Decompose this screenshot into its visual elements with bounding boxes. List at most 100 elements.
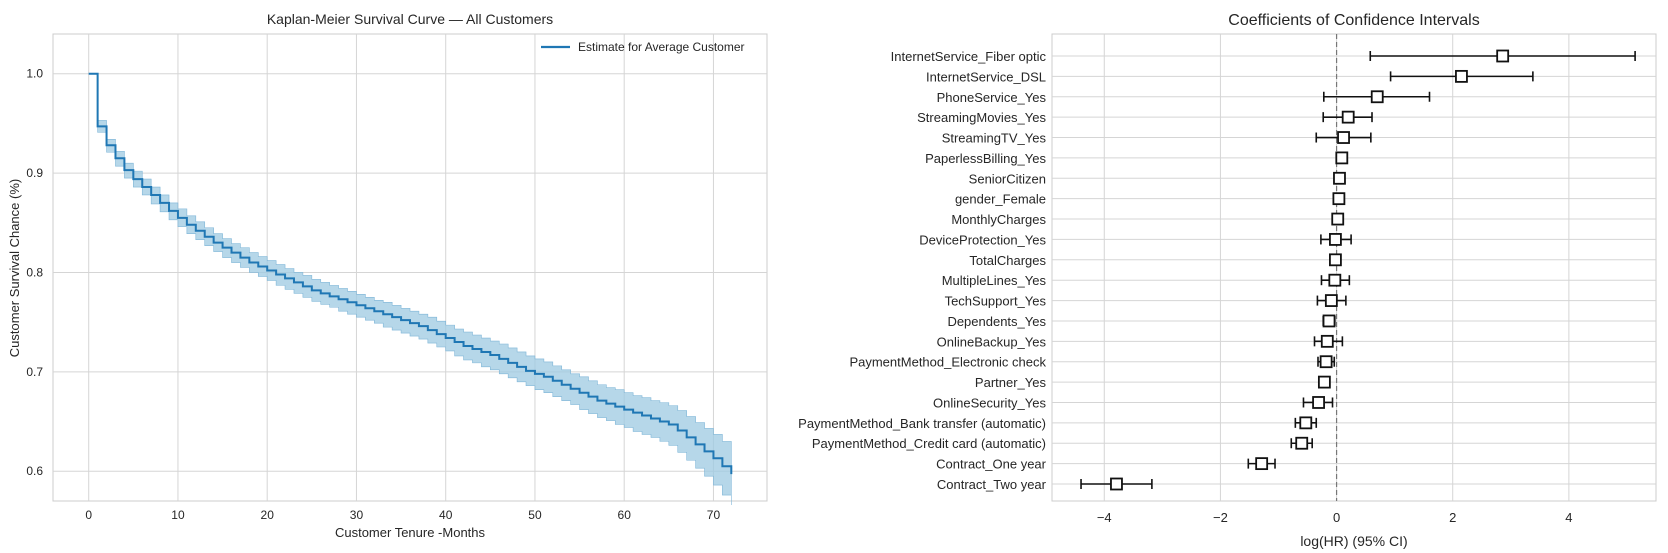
- km-x-tick-label: 40: [439, 508, 453, 522]
- coef-category-label: Partner_Yes: [975, 375, 1047, 390]
- coef-point-marker: [1312, 396, 1325, 409]
- coef-point-marker: [1496, 49, 1510, 63]
- coef-point-marker: [1319, 355, 1333, 369]
- coef-category-label: MonthlyCharges: [951, 212, 1046, 227]
- km-y-tick-label: 0.6: [26, 464, 43, 478]
- coef-category-label: DeviceProtection_Yes: [919, 232, 1046, 247]
- coef-x-tick-label: −4: [1097, 510, 1112, 525]
- coef-category-label: TotalCharges: [969, 253, 1046, 268]
- coef-point-marker: [1370, 90, 1384, 104]
- coef-category-label: PaymentMethod_Electronic check: [849, 355, 1046, 370]
- coef-category-label: Dependents_Yes: [947, 314, 1046, 329]
- coef-point-marker: [1329, 253, 1342, 267]
- coef-category-label: StreamingMovies_Yes: [917, 110, 1046, 125]
- coef-interval-row: [1317, 375, 1331, 389]
- coef-point-marker: [1322, 314, 1336, 328]
- coef-category-label: Contract_Two year: [937, 477, 1047, 492]
- coef-category-label: InternetService_DSL: [926, 69, 1046, 84]
- coef-interval-row: [1389, 69, 1534, 83]
- coef-interval-row: [1316, 294, 1347, 307]
- km-x-tick-label: 0: [85, 508, 92, 522]
- km-survival-step-line: [88, 72, 733, 475]
- coef-category-label: PaperlessBilling_Yes: [925, 151, 1046, 166]
- km-confidence-band: [88, 73, 732, 505]
- coef-category-label: PhoneService_Yes: [937, 90, 1047, 105]
- coef-point-marker: [1110, 477, 1123, 491]
- km-x-tick-label: 70: [707, 508, 721, 522]
- km-x-axis-label: Customer Tenure -Months: [335, 525, 486, 540]
- coef-interval-row: [1333, 171, 1346, 185]
- coef-x-tick-label: −2: [1213, 510, 1228, 525]
- coef-interval-row: [1322, 314, 1336, 328]
- coef-plot-area: [1051, 33, 1657, 502]
- km-x-tick-label: 60: [618, 508, 632, 522]
- km-x-tick-label: 10: [171, 508, 185, 522]
- km-legend-label: Estimate for Average Customer: [578, 40, 745, 54]
- coef-x-tick-label: 2: [1449, 510, 1456, 525]
- coef-gridlines: [1052, 34, 1656, 501]
- coef-interval-row: [1323, 90, 1431, 104]
- coef-interval-row: [1322, 110, 1373, 124]
- coef-point-marker: [1320, 334, 1334, 348]
- km-x-tick-label: 30: [350, 508, 364, 522]
- coef-point-marker: [1329, 233, 1342, 246]
- coef-interval-row: [1369, 49, 1636, 63]
- coef-category-label: MultipleLines_Yes: [942, 273, 1047, 288]
- km-x-tick-label: 20: [261, 508, 275, 522]
- coef-interval-row: [1247, 457, 1276, 471]
- coef-point-marker: [1331, 212, 1345, 226]
- coef-point-marker: [1455, 69, 1468, 83]
- coef-interval-row: [1294, 416, 1318, 430]
- coef-x-ticks: −4 −2 0 2 4: [1097, 510, 1573, 525]
- coef-chart-title: Coefficients of Confidence Intervals: [1228, 12, 1479, 29]
- coef-category-label: OnlineBackup_Yes: [937, 334, 1047, 349]
- km-y-axis-label: Customer Survival Chance (%): [7, 179, 22, 357]
- coef-point-marker: [1332, 192, 1346, 206]
- coef-point-marker: [1341, 110, 1355, 124]
- coef-category-label: PaymentMethod_Credit card (automatic): [812, 436, 1046, 451]
- coef-point-marker: [1335, 151, 1349, 165]
- coef-category-label: gender_Female: [955, 192, 1046, 207]
- coef-category-label: SeniorCitizen: [969, 171, 1046, 186]
- coef-interval-row: [1315, 131, 1372, 144]
- coef-interval-row: [1335, 151, 1349, 165]
- coef-interval-row: [1302, 396, 1334, 409]
- coef-interval-row: [1290, 436, 1313, 450]
- km-chart: 0 10 20 30 40 50 60 70 0.6 0.7 0.8 0.9 1.0 Kaplan-M…: [7, 11, 768, 540]
- coef-point-marker: [1317, 375, 1331, 389]
- coef-point-marker: [1255, 457, 1269, 471]
- km-x-tick-label: 50: [528, 508, 542, 522]
- km-survival-line: [88, 72, 733, 475]
- km-y-tick-label: 0.9: [26, 166, 43, 180]
- coef-category-label: TechSupport_Yes: [945, 294, 1047, 309]
- coef-interval-row: [1317, 355, 1336, 369]
- coef-point-marker: [1299, 416, 1313, 430]
- km-legend: Estimate for Average Customer: [541, 40, 745, 54]
- coef-category-label: PaymentMethod_Bank transfer (automatic): [798, 416, 1046, 431]
- coef-point-marker: [1337, 131, 1350, 144]
- km-chart-title: Kaplan-Meier Survival Curve — All Custom…: [267, 11, 553, 27]
- coef-category-label: Contract_One year: [936, 457, 1047, 472]
- km-gridlines: [53, 34, 767, 501]
- coef-category-labels: InternetService_Fiber optic InternetServi…: [798, 49, 1047, 492]
- coef-interval-row: [1320, 233, 1352, 246]
- km-y-tick-label: 0.7: [26, 365, 43, 379]
- coef-interval-row: [1332, 192, 1346, 206]
- km-y-ticks: 0.6 0.7 0.8 0.9 1.0: [26, 67, 43, 478]
- coef-point-marker: [1324, 294, 1338, 307]
- coef-category-label: StreamingTV_Yes: [942, 131, 1047, 146]
- coef-x-tick-label: 0: [1333, 510, 1340, 525]
- km-x-ticks: 0 10 20 30 40 50 60 70: [85, 508, 720, 522]
- coef-chart: InternetService_Fiber optic InternetServi…: [798, 12, 1657, 549]
- coef-interval-row: [1320, 273, 1351, 287]
- coef-interval-row: [1329, 253, 1342, 267]
- coef-category-label: InternetService_Fiber optic: [891, 49, 1047, 64]
- coef-point-marker: [1328, 273, 1342, 287]
- coef-interval-row: [1313, 334, 1344, 348]
- coef-x-tick-label: 4: [1565, 510, 1572, 525]
- coef-intervals: [1080, 49, 1636, 491]
- coef-category-label: OnlineSecurity_Yes: [933, 395, 1046, 410]
- km-y-tick-label: 1.0: [26, 67, 43, 81]
- coef-point-marker: [1333, 171, 1346, 185]
